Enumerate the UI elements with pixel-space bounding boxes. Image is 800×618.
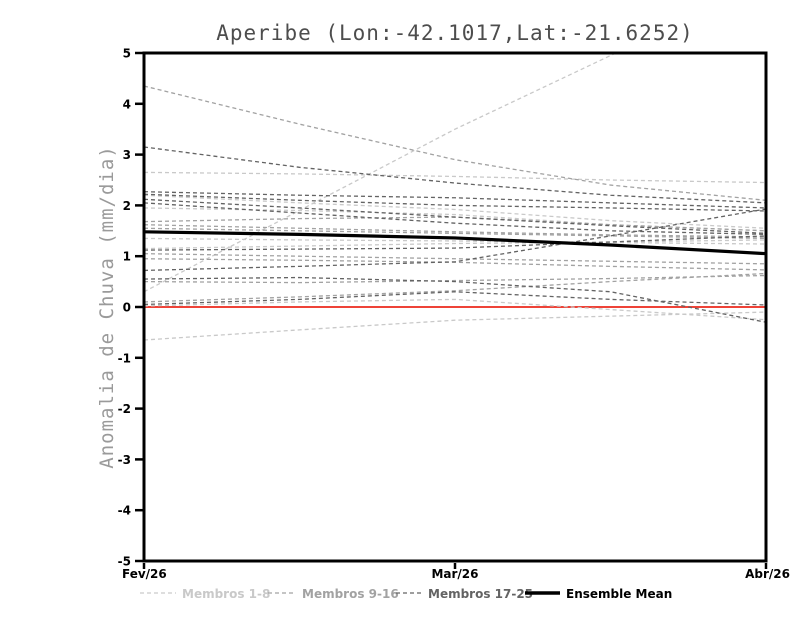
ensemble-mean-group (143, 230, 767, 256)
member-line (144, 193, 766, 212)
y-axis-label: Anomalia de Chuva (mm/dia) (96, 145, 118, 468)
member-line (144, 224, 766, 238)
legend-item-membros-9-16: Membros 9-16 (268, 587, 399, 601)
legend-label-membros-9-16: Membros 9-16 (302, 587, 399, 601)
legend-label-ensemble-mean: Ensemble Mean (566, 587, 672, 601)
y-tick-label: 0 (123, 301, 131, 315)
y-tick-label: 1 (123, 250, 131, 264)
legend: Membros 1-8 Membros 9-16 Membros 17-25 E… (140, 587, 672, 601)
member-line (144, 53, 617, 293)
y-tick-label: 3 (123, 148, 131, 162)
member-line (144, 198, 766, 234)
y-tick-label: -1 (118, 351, 131, 365)
x-tick-label: Fev/26 (122, 567, 167, 581)
y-tick-label: -5 (118, 555, 131, 569)
member-line (144, 227, 766, 240)
y-tick-label: -4 (118, 504, 131, 518)
member-line (144, 194, 766, 229)
member-line (144, 171, 766, 184)
ensemble-member-lines (144, 53, 766, 341)
member-line (144, 253, 766, 265)
member-line (144, 146, 766, 204)
member-line (144, 202, 766, 236)
x-axis-ticks: Fev/26 Mar/26 Abr/26 (122, 563, 790, 581)
y-tick-label: -2 (118, 402, 131, 416)
member-line (144, 291, 766, 306)
legend-item-ensemble-mean: Ensemble Mean (525, 587, 672, 601)
member-line (144, 216, 766, 232)
member-line (144, 85, 766, 201)
member-line (144, 276, 766, 323)
member-line (144, 237, 766, 245)
member-line (144, 191, 766, 209)
legend-item-membros-1-8: Membros 1-8 (140, 587, 270, 601)
legend-label-membros-17-25: Membros 17-25 (428, 587, 533, 601)
ensemble-mean-line (143, 230, 767, 256)
member-line (144, 274, 766, 284)
legend-item-membros-17-25: Membros 17-25 (396, 587, 533, 601)
legend-label-membros-1-8: Membros 1-8 (182, 587, 270, 601)
member-line (144, 235, 766, 251)
y-tick-label: 5 (123, 47, 131, 61)
member-line (144, 272, 766, 303)
x-tick-label: Abr/26 (745, 567, 790, 581)
member-line (144, 311, 766, 341)
plot-border (142, 51, 768, 563)
y-axis-ticks: 5 4 3 2 1 0 -1 -2 -3 -4 -5 (118, 47, 143, 569)
x-tick-label: Mar/26 (431, 567, 478, 581)
y-tick-label: 2 (123, 199, 131, 213)
y-tick-label: 4 (123, 97, 131, 111)
member-line (144, 208, 766, 272)
member-line (144, 298, 766, 321)
member-line (144, 239, 766, 250)
chart-title: Aperibe (Lon:-42.1017,Lat:-21.6252) (216, 21, 694, 45)
y-tick-label: -3 (118, 453, 131, 467)
